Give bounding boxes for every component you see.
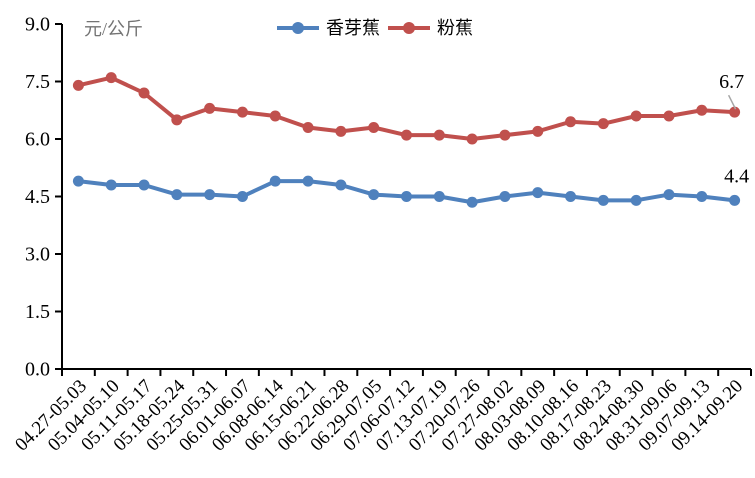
data-point-marker bbox=[269, 110, 281, 122]
data-point-marker bbox=[401, 129, 412, 141]
data-point-marker bbox=[597, 194, 609, 206]
data-point-marker bbox=[302, 122, 314, 133]
data-point-marker bbox=[171, 114, 183, 126]
data-point-marker bbox=[532, 187, 544, 199]
data-point-marker bbox=[105, 179, 117, 191]
y-tick-label: 4.5 bbox=[25, 186, 50, 208]
data-point-marker bbox=[236, 106, 248, 118]
data-point-marker bbox=[302, 175, 314, 187]
y-tick-label: 7.5 bbox=[25, 71, 50, 93]
y-tick-label: 6.0 bbox=[25, 129, 50, 151]
data-point-marker bbox=[597, 118, 609, 130]
data-point-marker bbox=[72, 175, 84, 187]
data-point-marker bbox=[630, 194, 642, 206]
data-point-marker bbox=[532, 125, 544, 137]
data-point-marker bbox=[696, 191, 708, 202]
data-point-marker bbox=[105, 72, 117, 84]
legend-item-xiangyajiao: 香芽蕉 bbox=[276, 18, 380, 38]
data-point-marker bbox=[401, 191, 412, 202]
data-point-marker bbox=[269, 175, 281, 187]
data-point-marker bbox=[433, 129, 445, 141]
data-point-marker bbox=[335, 179, 347, 191]
data-point-marker bbox=[368, 122, 380, 133]
legend-item-fenjiao: 粉蕉 bbox=[387, 18, 473, 38]
data-point-marker bbox=[729, 106, 741, 118]
data-point-marker bbox=[663, 110, 675, 122]
legend-label-xiangyajiao: 香芽蕉 bbox=[326, 18, 380, 38]
data-point-marker bbox=[663, 189, 675, 201]
y-tick-label: 9.0 bbox=[25, 14, 50, 36]
data-point-marker bbox=[729, 194, 741, 206]
data-point-marker bbox=[499, 129, 511, 141]
data-point-marker bbox=[433, 191, 445, 202]
y-tick-label: 3.0 bbox=[25, 244, 50, 266]
data-point-marker bbox=[204, 102, 216, 114]
data-point-marker bbox=[236, 191, 248, 202]
legend-line-dot-icon bbox=[277, 22, 319, 34]
leader-line bbox=[727, 94, 737, 110]
chart-legend: 香芽蕉 粉蕉 bbox=[276, 18, 473, 38]
data-point-marker bbox=[565, 191, 577, 202]
legend-line-dot-icon bbox=[388, 22, 430, 34]
data-point-marker bbox=[499, 191, 511, 202]
y-axis-unit-label: 元/公斤 bbox=[84, 19, 144, 39]
data-point-marker bbox=[466, 133, 478, 145]
data-point-marker bbox=[204, 189, 216, 201]
data-point-marker bbox=[171, 189, 183, 201]
data-point-marker bbox=[696, 104, 708, 116]
data-point-marker bbox=[368, 189, 380, 201]
data-point-marker bbox=[335, 125, 347, 137]
y-tick-label: 1.5 bbox=[25, 301, 50, 323]
data-point-marker bbox=[466, 196, 478, 208]
data-point-marker bbox=[565, 116, 577, 128]
data-point-marker bbox=[138, 87, 150, 99]
series-end-label-xiangyajiao: 4.4 bbox=[724, 165, 749, 187]
data-point-marker bbox=[138, 179, 150, 191]
series-end-label-fenjiao: 6.7 bbox=[719, 71, 744, 93]
y-tick-label: 0.0 bbox=[25, 359, 50, 381]
data-point-marker bbox=[630, 110, 642, 122]
data-point-marker bbox=[72, 79, 84, 91]
legend-label-fenjiao: 粉蕉 bbox=[437, 18, 473, 38]
